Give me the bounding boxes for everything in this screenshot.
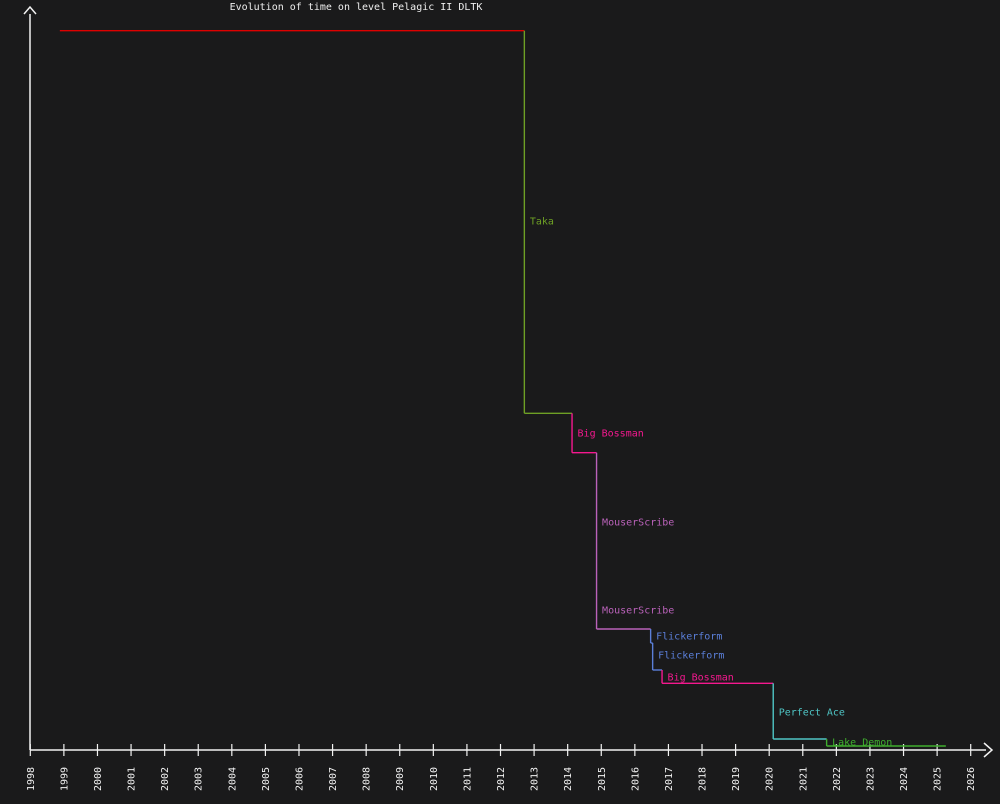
x-tick-label-2014: 2014 xyxy=(563,767,574,791)
x-tick-label-2024: 2024 xyxy=(899,767,910,791)
x-tick-label-2015: 2015 xyxy=(597,767,608,791)
x-tick-label-2004: 2004 xyxy=(227,767,238,791)
x-axis-arrowhead xyxy=(983,742,994,758)
x-tick-label-2025: 2025 xyxy=(933,767,944,791)
x-tick-label-2012: 2012 xyxy=(496,767,507,791)
x-tick-label-2009: 2009 xyxy=(395,767,406,791)
record-label-taka-1: Taka xyxy=(530,217,554,228)
x-tick-label-2002: 2002 xyxy=(160,767,171,791)
x-tick-label-2001: 2001 xyxy=(127,767,138,791)
record-label-mouserscribe-3: MouserScribe xyxy=(602,518,674,529)
x-tick-label-2008: 2008 xyxy=(362,767,373,791)
x-tick-label-2007: 2007 xyxy=(328,767,339,791)
record-label-flickerform-6: Flickerform xyxy=(658,651,724,662)
record-label-lake-demon-9: Lake Demon xyxy=(832,738,892,749)
x-tick-label-2020: 2020 xyxy=(765,767,776,791)
x-tick-label-2005: 2005 xyxy=(261,767,272,791)
x-tick-label-1999: 1999 xyxy=(59,767,70,791)
x-tick-label-2023: 2023 xyxy=(865,767,876,791)
record-label-big-bossman-2: Big Bossman xyxy=(578,429,644,440)
x-tick-label-2003: 2003 xyxy=(194,767,205,791)
x-tick-label-2022: 2022 xyxy=(832,767,843,791)
record-label-mouserscribe-4: MouserScribe xyxy=(602,606,674,617)
x-tick-label-2026: 2026 xyxy=(966,767,977,791)
record-label-big-bossman-7: Big Bossman xyxy=(668,673,734,684)
x-tick-label-2013: 2013 xyxy=(530,767,541,791)
x-tick-label-2019: 2019 xyxy=(731,767,742,791)
chart-title: Evolution of time on level Pelagic II DL… xyxy=(229,2,483,13)
x-tick-label-2017: 2017 xyxy=(664,767,675,791)
x-tick-label-1998: 1998 xyxy=(26,767,37,791)
record-label-perfect-ace-8: Perfect Ace xyxy=(779,708,845,719)
x-tick-label-2018: 2018 xyxy=(698,767,709,791)
x-tick-label-2006: 2006 xyxy=(294,767,305,791)
y-axis-arrowhead xyxy=(23,5,37,15)
x-tick-label-2010: 2010 xyxy=(429,767,440,791)
record-label-flickerform-5: Flickerform xyxy=(656,632,722,643)
x-tick-label-2011: 2011 xyxy=(462,767,473,791)
x-tick-label-2000: 2000 xyxy=(93,767,104,791)
x-tick-label-2021: 2021 xyxy=(798,767,809,791)
x-tick-label-2016: 2016 xyxy=(630,767,641,791)
